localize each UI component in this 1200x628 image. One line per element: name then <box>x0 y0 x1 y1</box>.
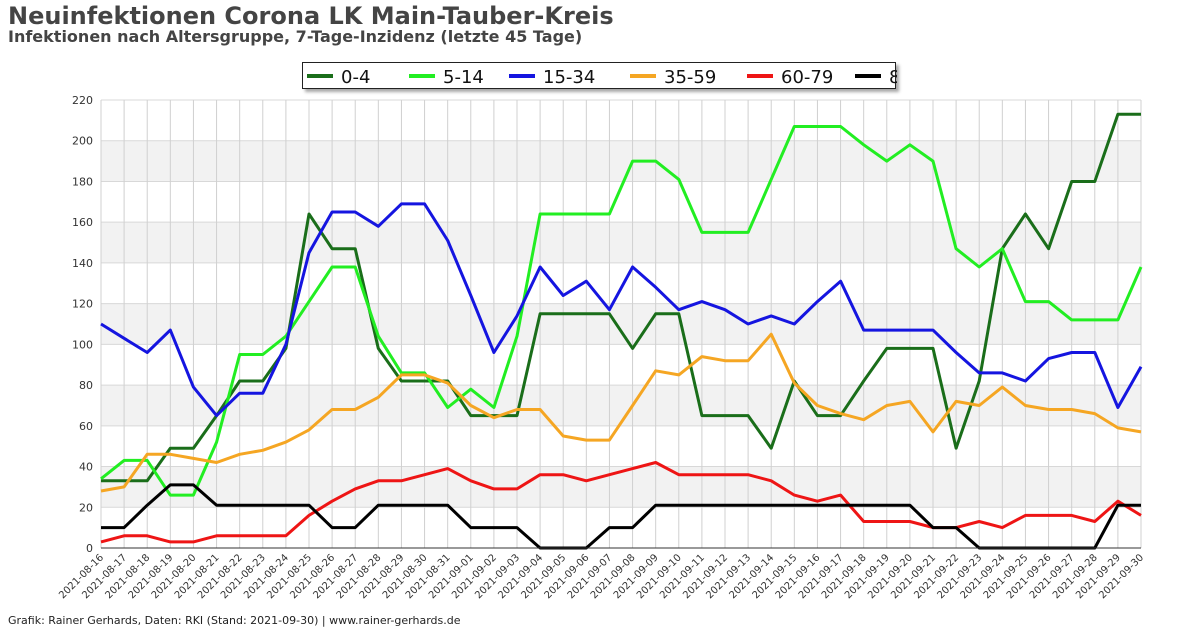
y-tick-label: 40 <box>79 461 93 474</box>
series-lines <box>100 112 1143 550</box>
y-tick-label: 220 <box>72 94 93 107</box>
legend: 0-4 5-14 15-34 35-59 60-79 80+ <box>302 62 897 89</box>
series-line-15-34 <box>100 202 1143 418</box>
chart-subtitle: Infektionen nach Altersgruppe, 7-Tage-In… <box>8 27 583 46</box>
legend-label-80+: 80+ <box>889 67 897 88</box>
y-tick-label: 200 <box>72 135 93 148</box>
series-line-5-14 <box>100 125 1143 497</box>
y-tick-label: 20 <box>79 501 93 514</box>
y-tick-label: 120 <box>72 298 93 311</box>
grid-band <box>101 140 1141 182</box>
grid-band <box>101 303 1141 345</box>
y-tick-label: 180 <box>72 175 93 188</box>
legend-label-0-4: 0-4 <box>341 67 370 88</box>
grid-band <box>101 385 1141 426</box>
chart-title: Neuinfektionen Corona LK Main-Tauber-Kre… <box>8 2 614 30</box>
series-line-0-4 <box>101 112 1141 483</box>
legend-label-60-79: 60-79 <box>781 67 833 88</box>
footer-credit: Grafik: Rainer Gerhards, Daten: RKI (Sta… <box>8 614 461 627</box>
y-tick-label: 80 <box>79 379 93 392</box>
y-tick-label: 160 <box>72 216 93 229</box>
y-axis-tick-labels: 0 20 40 60 80 100 120 140 160 180 200 220 <box>72 94 93 555</box>
grid-band <box>101 466 1141 508</box>
y-tick-label: 60 <box>79 420 93 433</box>
y-tick-label: 100 <box>72 338 93 351</box>
x-axis-tick-labels: 2021-08-162021-08-172021-08-182021-08-19… <box>57 552 1146 601</box>
grid-band <box>101 222 1141 263</box>
legend-label-35-59: 35-59 <box>664 67 716 88</box>
legend-label-5-14: 5-14 <box>443 67 484 88</box>
series-line-80+ <box>101 483 1141 550</box>
legend-label-15-34: 15-34 <box>543 67 595 88</box>
y-tick-label: 0 <box>86 542 93 555</box>
series-line-60-79 <box>100 461 1142 544</box>
series-line-35-59 <box>100 332 1142 493</box>
y-tick-label: 140 <box>72 257 93 270</box>
